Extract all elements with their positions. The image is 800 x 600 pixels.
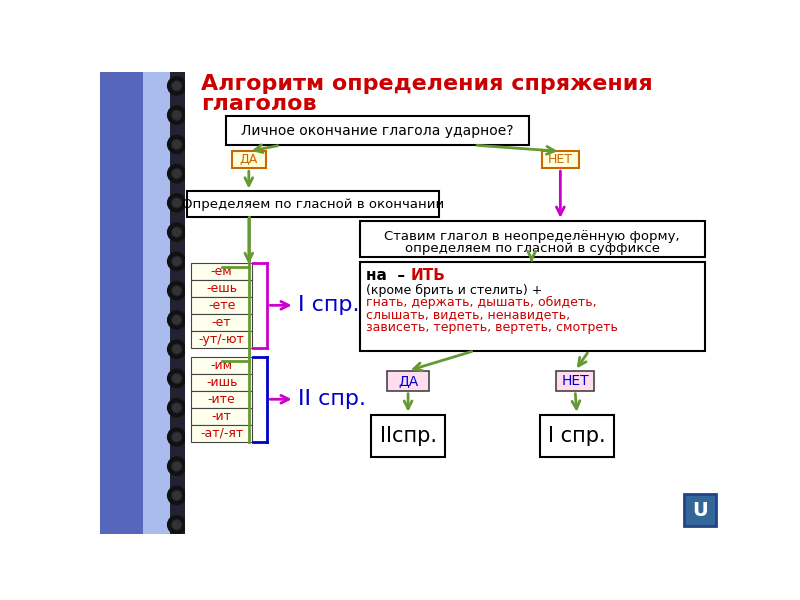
Circle shape <box>173 463 181 470</box>
Text: U: U <box>692 500 708 520</box>
Circle shape <box>173 521 181 529</box>
Text: глаголов: глаголов <box>201 94 316 113</box>
Circle shape <box>173 404 181 412</box>
Text: -ет: -ет <box>212 316 231 329</box>
FancyBboxPatch shape <box>542 151 579 168</box>
FancyBboxPatch shape <box>556 371 594 391</box>
Text: -ем: -ем <box>211 265 233 278</box>
Text: Личное окончание глагола ударное?: Личное окончание глагола ударное? <box>242 124 514 137</box>
FancyBboxPatch shape <box>360 262 705 351</box>
Text: зависеть, терпеть, вертеть, смотреть: зависеть, терпеть, вертеть, смотреть <box>366 321 618 334</box>
FancyBboxPatch shape <box>191 408 252 425</box>
FancyBboxPatch shape <box>191 297 252 314</box>
FancyBboxPatch shape <box>191 425 252 442</box>
FancyBboxPatch shape <box>371 415 445 457</box>
Text: -ут/-ют: -ут/-ют <box>198 332 245 346</box>
FancyBboxPatch shape <box>191 280 252 297</box>
FancyBboxPatch shape <box>191 357 252 374</box>
Text: НЕТ: НЕТ <box>548 153 573 166</box>
Text: II спр.: II спр. <box>298 389 366 409</box>
FancyBboxPatch shape <box>540 415 614 457</box>
FancyBboxPatch shape <box>683 494 716 526</box>
Text: IIспр.: IIспр. <box>379 426 437 446</box>
Circle shape <box>173 346 181 353</box>
Text: ДА: ДА <box>240 153 258 166</box>
Text: -ишь: -ишь <box>206 376 238 389</box>
Text: -ешь: -ешь <box>206 282 238 295</box>
Text: -ете: -ете <box>208 299 235 312</box>
Circle shape <box>173 82 181 90</box>
Text: Алгоритм определения спряжения: Алгоритм определения спряжения <box>201 74 653 94</box>
Circle shape <box>173 257 181 265</box>
FancyBboxPatch shape <box>360 221 705 257</box>
FancyBboxPatch shape <box>191 391 252 408</box>
Text: -им: -им <box>210 359 233 372</box>
FancyBboxPatch shape <box>232 151 266 168</box>
Circle shape <box>173 374 181 382</box>
Text: ДА: ДА <box>398 374 418 388</box>
Polygon shape <box>100 72 170 534</box>
Polygon shape <box>168 72 186 534</box>
Text: -ат/-ят: -ат/-ят <box>200 427 243 440</box>
FancyBboxPatch shape <box>191 263 252 280</box>
Text: Определяем по гласной в окончании: Определяем по гласной в окончании <box>182 197 444 211</box>
Text: на  –: на – <box>366 268 415 283</box>
Circle shape <box>173 316 181 324</box>
Circle shape <box>173 140 181 148</box>
Circle shape <box>173 199 181 207</box>
Text: определяем по гласной в суффиксе: определяем по гласной в суффиксе <box>405 242 659 255</box>
Text: -ите: -ите <box>208 393 235 406</box>
Circle shape <box>173 111 181 119</box>
Text: гнать, держать, дышать, обидеть,: гнать, держать, дышать, обидеть, <box>366 296 597 309</box>
FancyBboxPatch shape <box>226 116 529 145</box>
Text: Ставим глагол в неопределённую форму,: Ставим глагол в неопределённую форму, <box>384 230 680 243</box>
Text: I спр.: I спр. <box>548 426 606 446</box>
Text: слышать, видеть, ненавидеть,: слышать, видеть, ненавидеть, <box>366 308 570 322</box>
FancyBboxPatch shape <box>191 314 252 331</box>
Text: НЕТ: НЕТ <box>562 374 589 388</box>
Circle shape <box>173 229 181 236</box>
FancyBboxPatch shape <box>187 191 438 217</box>
FancyBboxPatch shape <box>186 72 720 534</box>
Text: I спр.: I спр. <box>298 295 360 316</box>
Circle shape <box>173 170 181 178</box>
Circle shape <box>173 433 181 441</box>
Circle shape <box>173 287 181 295</box>
Polygon shape <box>142 72 170 534</box>
Text: -ит: -ит <box>212 410 232 422</box>
Circle shape <box>173 491 181 499</box>
Text: (кроме брить и стелить) +: (кроме брить и стелить) + <box>366 284 542 297</box>
Text: ИТЬ: ИТЬ <box>410 268 446 283</box>
FancyBboxPatch shape <box>386 371 430 391</box>
FancyBboxPatch shape <box>191 374 252 391</box>
FancyBboxPatch shape <box>191 331 252 347</box>
